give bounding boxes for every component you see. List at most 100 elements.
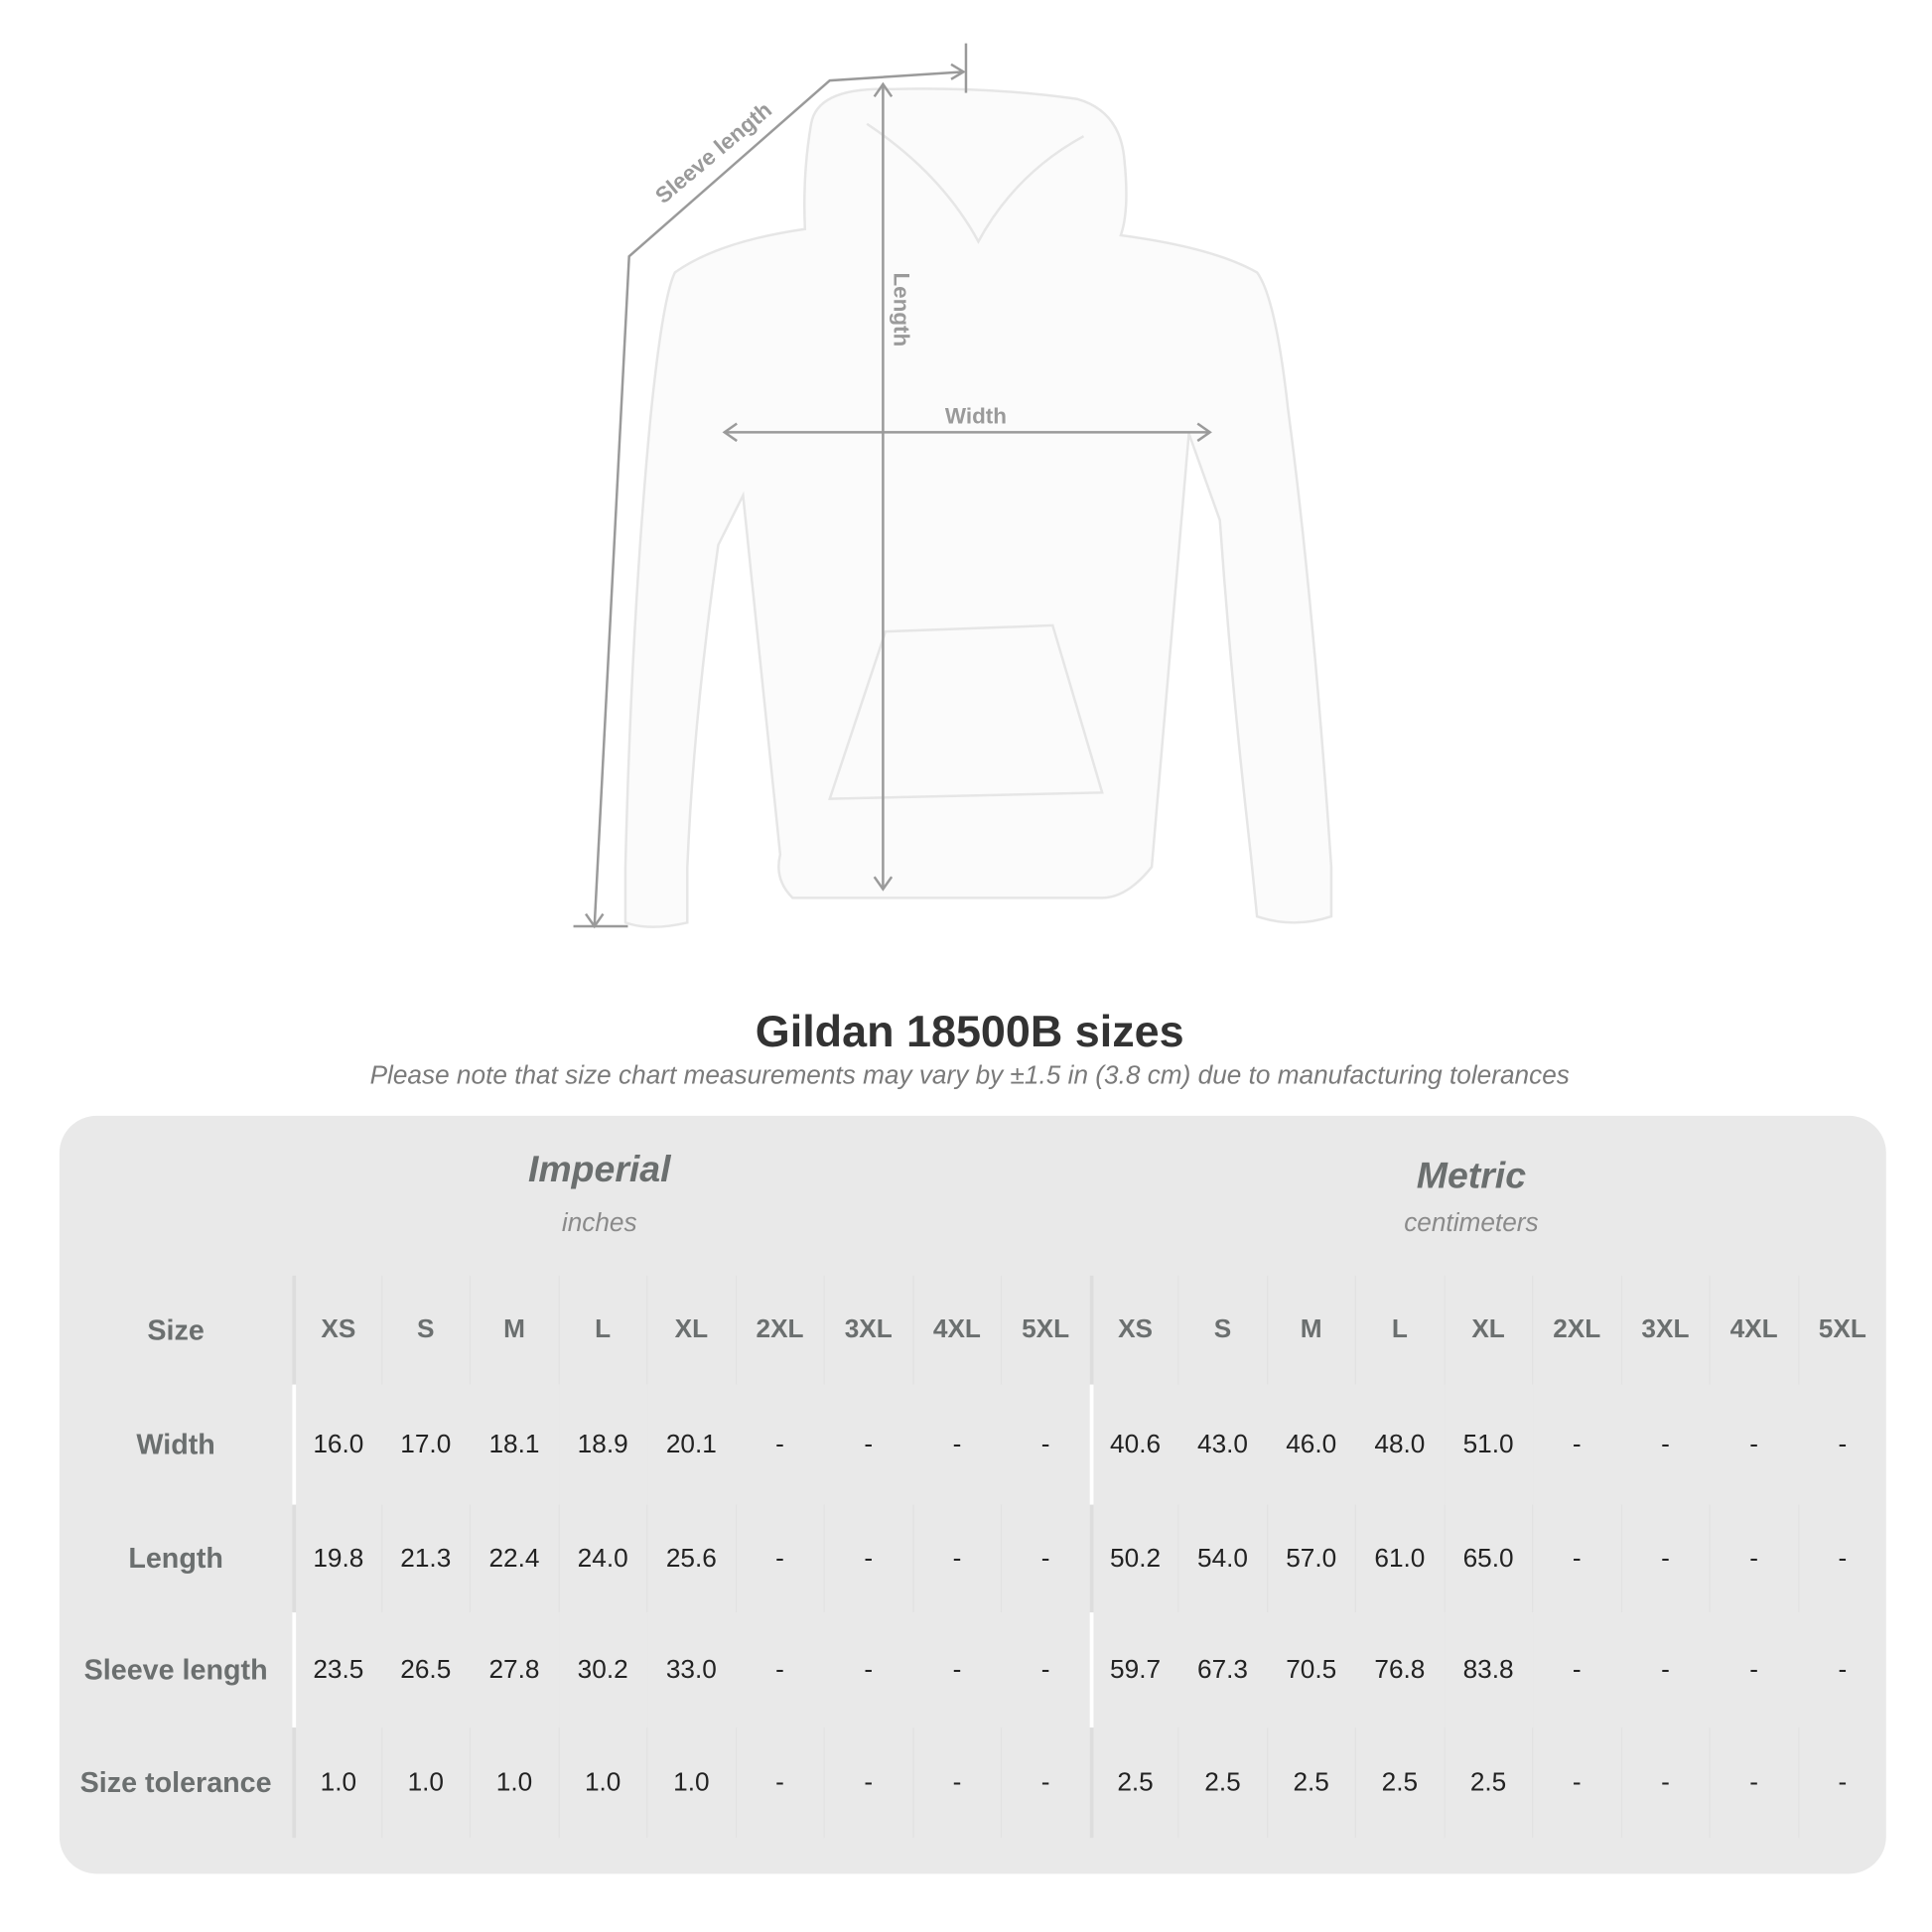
row-label: Sleeve length xyxy=(83,1653,268,1686)
table-cell: 76.8 xyxy=(1354,1612,1444,1728)
table-cell: - xyxy=(1532,1504,1620,1613)
table-cell: 1.0 xyxy=(469,1727,558,1839)
table-cell: - xyxy=(1532,1612,1620,1728)
table-cell: - xyxy=(1620,1384,1709,1505)
table-cell: 23.5 xyxy=(292,1612,380,1728)
table-cell: - xyxy=(911,1612,1001,1728)
table-cell: - xyxy=(1797,1612,1886,1728)
table-cell: - xyxy=(1000,1612,1089,1728)
table-cell: - xyxy=(823,1612,912,1728)
table-cell: 16.0 xyxy=(292,1384,380,1505)
table-cell: 1.0 xyxy=(557,1727,646,1839)
row-label: Length xyxy=(128,1542,223,1575)
table-cell: - xyxy=(1797,1384,1886,1505)
table-cell: 70.5 xyxy=(1266,1612,1354,1728)
size-table: Imperial inches Metric centimeters Size X… xyxy=(59,1115,1886,1874)
size-header: S xyxy=(1177,1275,1266,1385)
table-cell: - xyxy=(1000,1504,1089,1613)
size-header: 5XL xyxy=(1000,1275,1089,1385)
table-cell: 57.0 xyxy=(1266,1504,1354,1613)
table-cell: 40.6 xyxy=(1089,1384,1177,1505)
size-header: XL xyxy=(646,1275,735,1385)
table-cell: 65.0 xyxy=(1443,1504,1532,1613)
size-grid: Size XS S M L XL 2XL 3XL 4XL 5XL XS S M L XL 2XL 3XL 4XL 5… xyxy=(60,1275,1886,1839)
table-cell: 1.0 xyxy=(292,1727,380,1839)
table-cell: - xyxy=(1000,1384,1089,1505)
table-cell: - xyxy=(735,1504,823,1613)
table-cell: - xyxy=(735,1727,823,1839)
table-cell: 2.5 xyxy=(1266,1727,1354,1839)
metric-title: Metric xyxy=(1416,1155,1527,1196)
table-cell: 22.4 xyxy=(469,1504,558,1613)
metric-header: Metric centimeters xyxy=(1347,1156,1594,1239)
size-header: 3XL xyxy=(823,1275,912,1385)
size-header: L xyxy=(1354,1275,1444,1385)
table-cell: 21.3 xyxy=(380,1504,470,1613)
table-cell: 30.2 xyxy=(557,1612,646,1728)
table-cell: - xyxy=(823,1384,912,1505)
table-cell: 25.6 xyxy=(646,1504,735,1613)
table-cell: 17.0 xyxy=(380,1384,470,1505)
size-header: S xyxy=(380,1275,470,1385)
table-cell: 2.5 xyxy=(1354,1727,1444,1839)
table-cell: 54.0 xyxy=(1177,1504,1266,1613)
table-cell: - xyxy=(735,1612,823,1728)
table-cell: 48.0 xyxy=(1354,1384,1444,1505)
imperial-header: Imperial inches xyxy=(476,1150,723,1239)
table-cell: - xyxy=(911,1727,1001,1839)
table-cell: 33.0 xyxy=(646,1612,735,1728)
table-cell: 20.1 xyxy=(646,1384,735,1505)
width-label: Width xyxy=(945,404,1007,429)
table-cell: 43.0 xyxy=(1177,1384,1266,1505)
table-cell: - xyxy=(911,1504,1001,1613)
table-cell: - xyxy=(1797,1504,1886,1613)
table-cell: 2.5 xyxy=(1443,1727,1532,1839)
size-header: M xyxy=(469,1275,558,1385)
size-header: 4XL xyxy=(911,1275,1001,1385)
table-cell: - xyxy=(1709,1612,1797,1728)
size-header: 4XL xyxy=(1709,1275,1797,1385)
size-header: 2XL xyxy=(1532,1275,1620,1385)
size-header: XS xyxy=(292,1275,380,1385)
table-cell: 26.5 xyxy=(380,1612,470,1728)
size-header: 3XL xyxy=(1620,1275,1709,1385)
table-cell: 2.5 xyxy=(1177,1727,1266,1839)
imperial-title: Imperial xyxy=(527,1149,671,1190)
sleeve-length-label: Sleeve length xyxy=(650,97,776,208)
table-cell: - xyxy=(1620,1727,1709,1839)
hoodie-image xyxy=(623,87,1333,928)
table-cell: - xyxy=(823,1727,912,1839)
table-cell: - xyxy=(1709,1727,1797,1839)
table-cell: - xyxy=(1620,1504,1709,1613)
table-cell: - xyxy=(1709,1384,1797,1505)
table-cell: 2.5 xyxy=(1089,1727,1177,1839)
row-label: Size tolerance xyxy=(79,1765,272,1799)
imperial-unit: inches xyxy=(561,1208,637,1238)
table-cell: 18.1 xyxy=(469,1384,558,1505)
page-title: Gildan 18500B sizes xyxy=(755,1005,1184,1057)
table-cell: - xyxy=(1532,1727,1620,1839)
table-cell: - xyxy=(1620,1612,1709,1728)
table-cell: 61.0 xyxy=(1354,1504,1444,1613)
table-cell: 83.8 xyxy=(1443,1612,1532,1728)
size-header: M xyxy=(1266,1275,1354,1385)
table-cell: 59.7 xyxy=(1089,1612,1177,1728)
hoodie-diagram: Sleeve length Length Width xyxy=(573,43,1333,929)
length-label: Length xyxy=(890,272,914,346)
table-cell: - xyxy=(1709,1504,1797,1613)
table-cell: 19.8 xyxy=(292,1504,380,1613)
table-cell: - xyxy=(735,1384,823,1505)
table-cell: 1.0 xyxy=(646,1727,735,1839)
table-cell: - xyxy=(1532,1384,1620,1505)
table-cell: - xyxy=(1797,1727,1886,1839)
sleeve-length-line xyxy=(593,70,964,927)
size-header: L xyxy=(557,1275,646,1385)
table-cell: - xyxy=(911,1384,1001,1505)
size-header: XS xyxy=(1089,1275,1177,1385)
row-label: Width xyxy=(136,1428,215,1460)
table-cell: 50.2 xyxy=(1089,1504,1177,1613)
tolerance-note: Please note that size chart measurements… xyxy=(369,1061,1570,1090)
size-header: XL xyxy=(1443,1275,1532,1385)
table-cell: 67.3 xyxy=(1177,1612,1266,1728)
table-cell: 24.0 xyxy=(557,1504,646,1613)
